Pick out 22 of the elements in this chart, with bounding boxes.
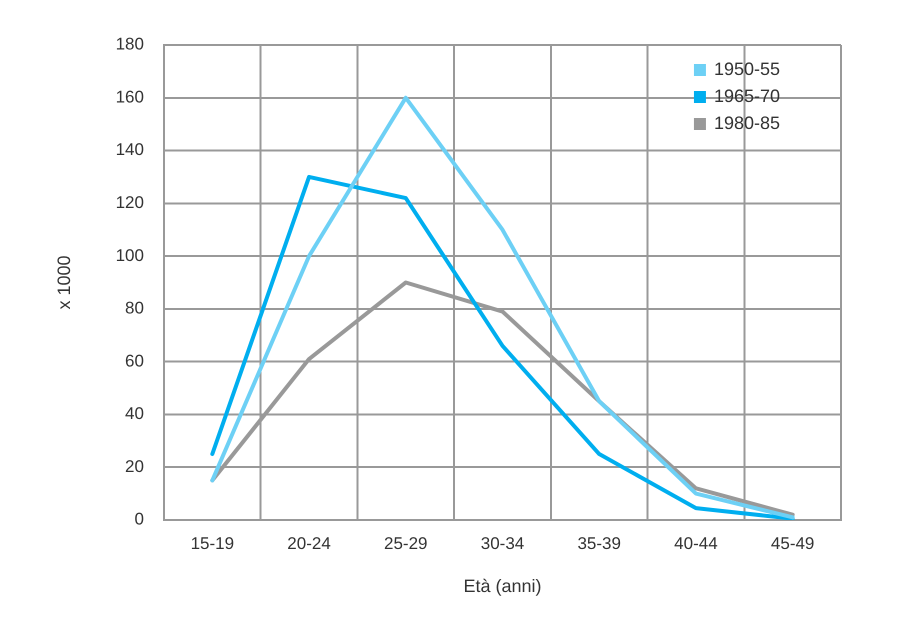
legend-label: 1980-85 bbox=[714, 112, 780, 133]
y-tick-label: 100 bbox=[116, 246, 144, 265]
y-tick-label: 20 bbox=[125, 456, 144, 476]
x-tick-label: 15-19 bbox=[190, 534, 234, 553]
x-axis-title: Età (anni) bbox=[463, 576, 542, 596]
x-tick-label: 40-44 bbox=[674, 534, 718, 553]
legend-label: 1965-70 bbox=[714, 86, 780, 106]
y-tick-label: 0 bbox=[134, 510, 144, 529]
y-tick-label: 140 bbox=[116, 140, 144, 160]
x-tick-label: 45-49 bbox=[770, 534, 814, 553]
y-tick-label: 120 bbox=[116, 193, 144, 212]
x-tick-label: 30-34 bbox=[480, 534, 524, 553]
y-tick-label: 60 bbox=[125, 351, 144, 370]
x-tick-label: 35-39 bbox=[577, 534, 621, 553]
x-tick-label: 25-29 bbox=[384, 534, 428, 553]
y-axis-title: x 1000 bbox=[54, 255, 74, 310]
legend-label: 1950-55 bbox=[714, 58, 780, 79]
y-tick-label: 180 bbox=[116, 34, 144, 54]
y-tick-label: 160 bbox=[116, 87, 144, 106]
y-tick-label: 40 bbox=[125, 404, 144, 424]
y-tick-label: 80 bbox=[125, 298, 144, 318]
x-tick-label: 20-24 bbox=[287, 534, 331, 553]
